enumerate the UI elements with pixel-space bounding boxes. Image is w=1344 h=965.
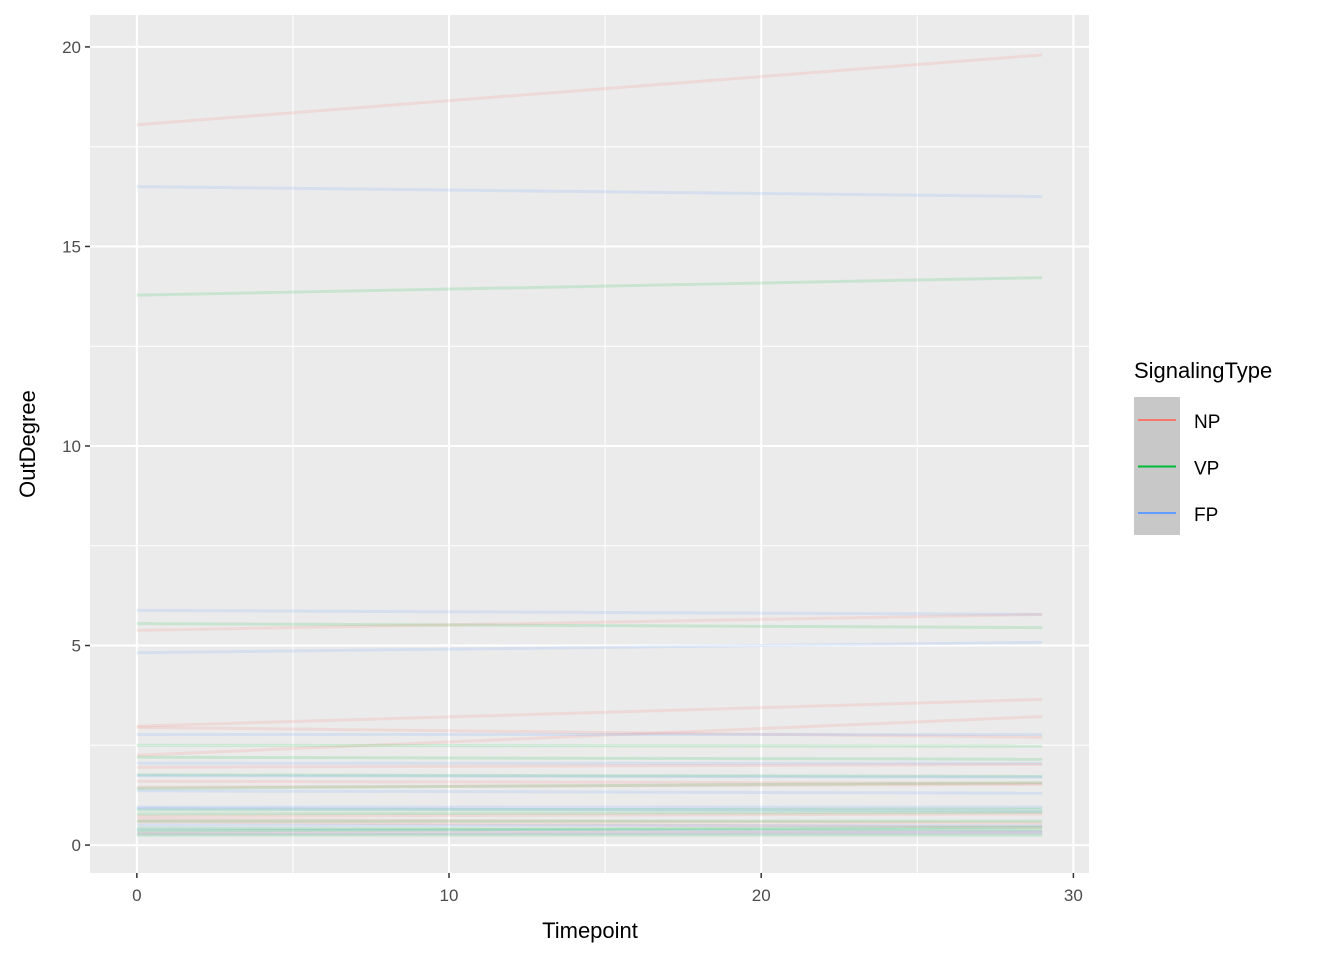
series-line-vp [136,773,1043,778]
series-line-np [136,53,1043,127]
series-line-vp [136,826,1043,832]
y-tick-label: 20 [62,38,81,57]
y-tick-label: 0 [72,836,81,855]
series-line-fp [136,640,1043,655]
series-line-np [136,725,1043,739]
x-tick-label: 10 [440,886,459,905]
y-tick-label: 15 [62,237,81,256]
series-line-fp [136,789,1043,795]
legend-title: SignalingType [1134,358,1272,383]
series-line-fp [136,806,1043,813]
x-tick-label: 30 [1064,886,1083,905]
x-tick-label: 20 [752,886,771,905]
series-line-np [136,697,1043,728]
series-line-np [136,779,1043,785]
series-line-np [136,782,1043,789]
x-tick-label: 0 [132,886,141,905]
legend-label-fp: FP [1194,505,1218,526]
series-line-vp [136,807,1043,812]
x-axis-title: Timepoint [542,918,638,943]
series-line-fp [136,823,1043,828]
series-line-np [136,612,1043,632]
legend-label-np: NP [1194,412,1220,433]
series-line-fp [136,185,1043,199]
series-line-vp [136,781,1043,790]
legend-label-vp: VP [1194,459,1219,480]
gridlines [90,15,1089,873]
series-line-vp [136,810,1043,816]
series-line-np [136,762,1043,769]
series-line-vp [136,755,1043,761]
series-line-vp [136,825,1043,833]
series-line-fp [136,608,1043,616]
series-line-np [136,820,1043,829]
series-line-np [136,817,1043,825]
series-line-vp [136,743,1043,748]
plot-panel [90,15,1089,873]
series-line-vp [136,622,1043,630]
series-line-np [136,830,1043,835]
y-tick-label: 5 [72,637,81,656]
series-line-fp [136,774,1043,779]
y-axis-title: OutDegree [15,390,40,498]
series-line-np [136,812,1043,818]
series-line-fp [136,831,1043,836]
y-tick-label: 10 [62,437,81,456]
legend: SignalingType NP VP FP [1134,358,1272,535]
data-lines [136,53,1043,837]
series-line-vp [136,276,1043,297]
axis-ticks: 0 10 20 30 0 5 10 15 20 [62,38,1083,905]
series-line-np [136,715,1043,757]
series-line-fp [136,828,1043,833]
